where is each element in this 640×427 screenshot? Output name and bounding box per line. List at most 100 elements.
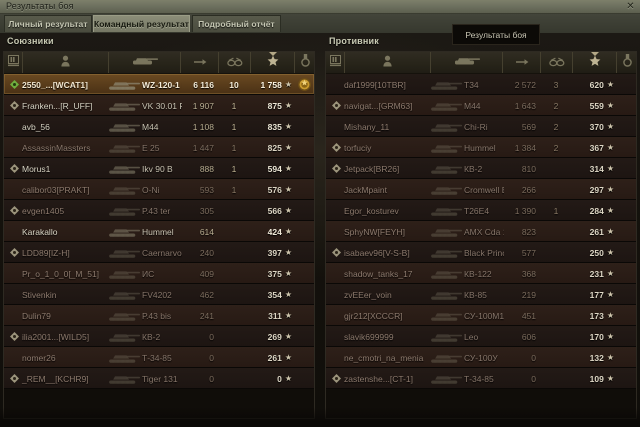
table-row[interactable]: Franken...[R_UFF] VK 30.01 P 1 907 1 875 ★ (4, 95, 314, 116)
row-damage-value: 0 (180, 326, 218, 347)
table-row[interactable]: Mishany_11 Chi-Ri 569 2 370 ★ (326, 116, 636, 137)
column-header-kills[interactable] (218, 52, 250, 73)
table-row[interactable]: evgen1405 Р.43 ter 305 566 ★ (4, 200, 314, 221)
column-header-damage[interactable] (180, 52, 218, 73)
kills-icon (226, 54, 243, 72)
player-name-label: Morus1 (22, 163, 51, 174)
column-header-vehicle[interactable] (108, 52, 180, 73)
table-row[interactable]: torfuciy Hummel 1 384 2 367 ★ (326, 137, 636, 158)
table-row[interactable]: ilia2001...[WILD5] КВ-2 0 269 ★ (4, 326, 314, 347)
damage-label: 266 (521, 184, 536, 195)
table-row[interactable]: LDD89[IZ-H] Caernarvon A 240 397★ (4, 242, 314, 263)
table-row[interactable]: Egor_kosturev T26E4 1 390 1 284 ★ (326, 200, 636, 221)
table-row[interactable]: calibor03[PRAKT] O-Ni 593 1 576 ★ (4, 179, 314, 200)
window-title: Результаты боя (6, 1, 74, 11)
damage-label: 0 (209, 352, 214, 363)
player-name-label: Stivenkin (22, 289, 57, 300)
table-row[interactable]: AssassinMassters E 25 1 447 1 825 ★ (4, 137, 314, 158)
row-kills-value (540, 368, 572, 389)
row-vehicle-name: VK 30.01 P (142, 95, 182, 116)
column-header-player[interactable] (344, 52, 430, 73)
platoon-icon (332, 143, 341, 152)
results-content: Союзники (0, 33, 640, 427)
table-row[interactable]: Pr_o_1_0_0[_M_51] ИС 409 375 ★ (4, 263, 314, 284)
table-row[interactable]: avb_56 M44 1 108 1 835 ★ (4, 116, 314, 137)
player-name-label: Egor_kosturev (344, 205, 399, 216)
row-damage-value: 1 643 (502, 95, 540, 116)
row-kills-value: 2 (540, 137, 572, 158)
row-vehicle-name: КВ-2 (142, 326, 182, 347)
table-row[interactable]: nomer26 Т-34-85 0 261 ★ (4, 347, 314, 368)
medal-icon (623, 53, 632, 72)
tab-personal-result[interactable]: Личный результат (4, 15, 92, 32)
table-row[interactable]: gjr212[XCCCR] СУ-100М1 451 173 ★ (326, 305, 636, 326)
player-name-label: slavik699999 (344, 331, 394, 342)
table-row[interactable]: Morus1 Ikv 90 B 888 1 594 ★ (4, 158, 314, 179)
damage-label: 219 (521, 289, 536, 300)
table-row[interactable]: slavik699999 Leo 606 170 ★ (326, 326, 636, 347)
table-row[interactable]: Stivenkin FV4202 462 354 ★ (4, 284, 314, 305)
enemies-table: daf1999[10TBR] T34 2 572 3 620 ★ navigat...[GR… (325, 51, 637, 419)
row-damage-value: 823 (502, 221, 540, 242)
tab-team-result[interactable]: Командный результат (93, 15, 190, 32)
column-header-experience[interactable] (572, 52, 616, 73)
tab-detailed-report[interactable]: Подробный отчёт (192, 15, 281, 32)
column-header-damage[interactable] (502, 52, 540, 73)
star-icon: ★ (606, 290, 614, 299)
damage-label: 0 (209, 331, 214, 342)
row-damage-value: 462 (180, 284, 218, 305)
column-header-achievements[interactable] (294, 52, 314, 73)
column-header-kills[interactable] (540, 52, 572, 73)
player-name-label: daf1999[10TBR] (344, 79, 406, 90)
star-icon: ★ (284, 353, 292, 362)
damage-label: 823 (521, 226, 536, 237)
row-kills-value (218, 305, 250, 326)
table-row[interactable]: zastenshe...[CT-1] Т-34-85 0 109 ★ (326, 368, 636, 389)
experience-label: 0 (277, 373, 282, 384)
table-row[interactable]: zvEEer_voin КВ-85 219 177 ★ (326, 284, 636, 305)
damage-label: 606 (521, 331, 536, 342)
column-header-vehicle[interactable] (430, 52, 502, 73)
row-experience-value: 566 ★ (250, 200, 294, 221)
vehicle-name-label: КВ-85 (464, 289, 487, 300)
row-kills-value (218, 221, 250, 242)
column-header-flag[interactable] (4, 52, 22, 73)
row-experience-value: 1 758 ★ (250, 74, 294, 95)
table-row[interactable]: navigat...[GRM63] M44 1 643 2 559 ★ (326, 95, 636, 116)
column-header-player[interactable] (22, 52, 108, 73)
table-row[interactable]: shadow_tanks_17 КВ-122 368 231 ★ (326, 263, 636, 284)
achievement-medal-icon[interactable] (297, 77, 312, 92)
table-row[interactable]: 2550_...[WCAT1] WZ-120-1 FT 6 116 10 1 758★ (4, 74, 314, 95)
player-name-label: Dulin79 (22, 310, 51, 321)
experience-label: 1 758 (260, 79, 282, 90)
star-icon: ★ (606, 143, 614, 152)
table-row[interactable]: Jetpack[BR26] КВ-2 810 314 ★ (326, 158, 636, 179)
player-name-label: AssassinMassters (22, 142, 91, 153)
row-experience-value: 375 ★ (250, 263, 294, 284)
table-row[interactable]: Dulin79 Р.43 bis 241 311 ★ (4, 305, 314, 326)
table-row[interactable]: ne_cmotri_na_menia СУ-100У 0 132 ★ (326, 347, 636, 368)
close-icon[interactable]: ✕ (626, 0, 635, 12)
row-player-name: Stivenkin (10, 284, 108, 305)
experience-label: 132 (589, 352, 604, 363)
column-header-achievements[interactable] (616, 52, 636, 73)
table-row[interactable]: Karakallo Hummel 614 424 ★ (4, 221, 314, 242)
column-header-experience[interactable] (250, 52, 294, 73)
table-row[interactable]: SphyNW[FEYH] AMX Cda 105 823 261★ (326, 221, 636, 242)
table-row[interactable]: daf1999[10TBR] T34 2 572 3 620 ★ (326, 74, 636, 95)
star-icon: ★ (606, 269, 614, 278)
player-name-label: LDD89[IZ-H] (22, 247, 70, 258)
experience-label: 311 (268, 310, 282, 321)
table-row[interactable]: isabaev96[V-S-B] Black Prince 577 250★ (326, 242, 636, 263)
row-kills-value: 1 (218, 137, 250, 158)
vehicle-name-label: ИС (142, 268, 155, 279)
column-header-flag[interactable] (326, 52, 344, 73)
window-titlebar: Результаты боя ✕ (0, 0, 640, 14)
table-row[interactable]: JackMpaint Cromwell B 266 297 ★ (326, 179, 636, 200)
tank-silhouette-icon (430, 306, 464, 325)
table-row[interactable]: _REM__[KCHR9] Tiger 131 0 0 ★ (4, 368, 314, 389)
row-experience-value: 825 ★ (250, 137, 294, 158)
damage-icon (193, 54, 207, 72)
star-icon: ★ (606, 248, 614, 257)
damage-label: 1 643 (514, 100, 536, 111)
